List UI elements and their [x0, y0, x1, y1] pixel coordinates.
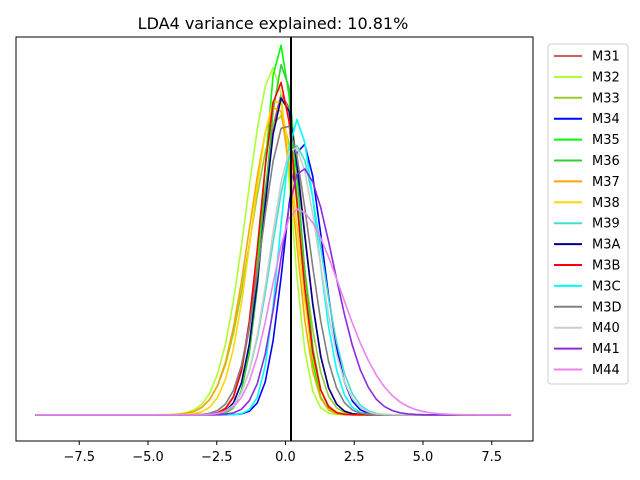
- series-line-m44: [35, 208, 511, 416]
- x-tick-label: 0.0: [275, 450, 296, 465]
- x-axis: −7.5 −5.0 −2.5 0.0 2.5 5.0 7.5: [63, 441, 502, 465]
- legend-box: [547, 43, 629, 385]
- legend-label-m44: M44: [592, 363, 620, 378]
- x-tick-label: 7.5: [481, 450, 502, 465]
- legend-label-m40: M40: [592, 321, 620, 336]
- legend-label-m3d: M3D: [592, 300, 622, 315]
- plot-frame: [15, 36, 534, 442]
- legend-label-m34: M34: [592, 112, 620, 127]
- x-tick-label: 2.5: [344, 450, 365, 465]
- legend-label-m38: M38: [592, 196, 620, 211]
- x-tick-label: −5.0: [132, 450, 164, 465]
- legend-label-m3b: M3B: [592, 259, 620, 274]
- legend-label-m35: M35: [592, 133, 620, 148]
- x-tick-label: −7.5: [63, 450, 95, 465]
- legend-label-m3a: M3A: [592, 238, 620, 253]
- legend-label-m41: M41: [592, 342, 620, 357]
- legend-label-m39: M39: [592, 217, 620, 232]
- legend-label-m36: M36: [592, 154, 620, 169]
- chart-title: LDA4 variance explained: 10.81%: [138, 14, 409, 33]
- series-curves: [35, 44, 511, 416]
- x-tick-label: −2.5: [201, 450, 233, 465]
- legend: M31 M32 M33 M34 M35 M36 M37 M38 M39 M3A M3B M3C M3D M…: [547, 43, 629, 385]
- legend-label-m32: M32: [592, 70, 620, 85]
- x-tick-label: 5.0: [413, 450, 434, 465]
- legend-label-m31: M31: [592, 50, 620, 65]
- legend-label-m37: M37: [592, 175, 620, 190]
- legend-label-m33: M33: [592, 91, 620, 106]
- legend-label-m3c: M3C: [592, 279, 621, 294]
